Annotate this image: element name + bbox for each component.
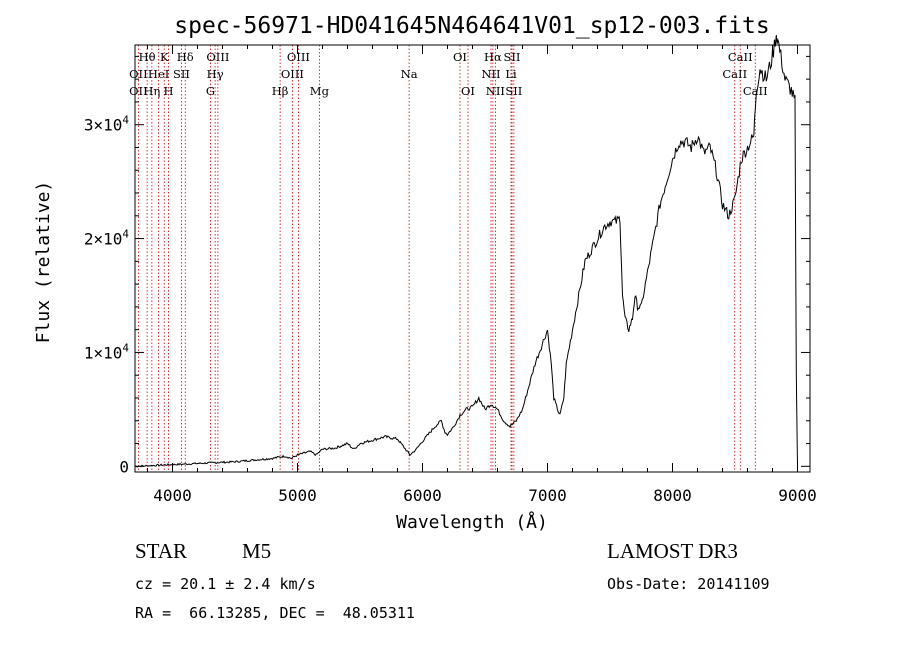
obs-date-text: Obs-Date: 20141109: [607, 575, 770, 593]
spectrum-line: [134, 34, 798, 468]
x-tick-label: 8000: [653, 486, 692, 505]
x-axis-label: Wavelength (Å): [396, 511, 548, 533]
spectral-line-label: SII: [504, 50, 521, 64]
y-tick-mantissa: 3×10: [84, 116, 123, 135]
x-tick-label: 5000: [278, 486, 317, 505]
x-axis-ticks: 4000 5000 6000 7000 8000 9000: [147, 45, 817, 505]
spectral-line-label: CaII: [728, 50, 753, 64]
y-axis-label: Flux (relative): [33, 181, 54, 344]
y-tick-exponent: 4: [122, 341, 129, 354]
spectral-line-label: H: [163, 84, 173, 98]
spectral-line-label: OIII: [281, 67, 304, 81]
spectral-line-label: SII: [173, 67, 190, 81]
chart-title: spec-56971-HD041645N464641V01_sp12-003.f…: [174, 13, 769, 39]
x-tick-label: 6000: [403, 486, 442, 505]
y-tick-label: 1×104: [84, 341, 130, 362]
spectral-line-label: OI: [453, 50, 467, 64]
spectral-line-label: CaII: [722, 67, 747, 81]
spectral-line-label: OIII: [206, 50, 229, 64]
spectral-line-label: Hα: [484, 50, 502, 64]
spectral-line-label: OII: [129, 84, 148, 98]
spectral-line-label: Hβ: [272, 84, 289, 98]
spectral-line-label: OII: [129, 67, 148, 81]
spectral-line-label: Na: [401, 67, 418, 81]
redshift-text: cz = 20.1 ± 2.4 km/s: [135, 575, 316, 593]
y-tick-mantissa: 1×10: [84, 343, 123, 362]
y-tick-exponent: 4: [122, 228, 129, 241]
y-tick-label: 0: [119, 457, 129, 476]
plot-frame: [134, 44, 811, 473]
object-class: STAR: [135, 539, 187, 563]
x-tick-label: 4000: [153, 486, 192, 505]
spectral-line-label: Hδ: [177, 50, 194, 64]
spectral-line-label: Hη: [143, 84, 160, 98]
spectral-line-label: K: [160, 50, 169, 64]
spectral-line-label: Hγ: [207, 67, 224, 81]
spectral-line-label: Hθ: [139, 50, 156, 64]
y-tick-mantissa: 2×10: [84, 230, 123, 249]
spectral-line-label: CaII: [743, 84, 768, 98]
y-tick-label: 3×104: [84, 114, 130, 135]
spectral-line-label: OIII: [287, 50, 310, 64]
spectral-line-label: Li: [505, 67, 517, 81]
spectral-line-label: Mg: [310, 84, 330, 98]
survey-name: LAMOST DR3: [607, 539, 738, 563]
x-tick-label: 9000: [778, 486, 817, 505]
coordinates-text: RA = 66.13285, DEC = 48.05311: [135, 604, 415, 622]
spectral-line-label: NII: [486, 84, 505, 98]
object-subclass: M5: [242, 539, 272, 563]
spectral-line-label: HeI: [148, 67, 169, 81]
spectral-line-label: G: [206, 84, 215, 98]
y-tick-exponent: 4: [122, 114, 129, 127]
y-tick-label: 2×104: [84, 228, 130, 249]
spectral-line-markers: [137, 45, 756, 472]
y-tick-mantissa: 0: [119, 457, 129, 476]
spectral-line-label: OI: [461, 84, 475, 98]
spectral-line-label: SII: [505, 84, 522, 98]
spectral-line-label: NII: [481, 67, 500, 81]
x-tick-label: 7000: [528, 486, 567, 505]
